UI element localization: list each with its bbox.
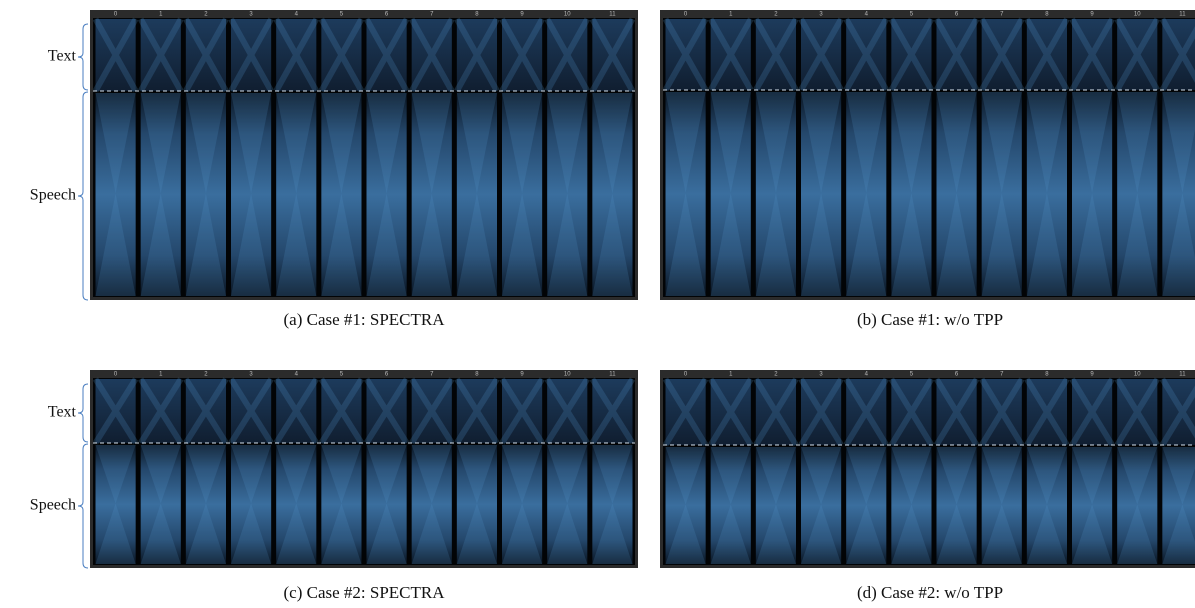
head-label: 11 xyxy=(1179,12,1186,18)
brace xyxy=(78,92,88,300)
panel-caption: (b) Case #1: w/o TPP xyxy=(857,310,1003,329)
figure: 01234567891011(a) Case #1: SPECTRATextSp… xyxy=(0,0,1195,608)
row-label: Text xyxy=(48,48,77,65)
brace xyxy=(78,444,88,568)
panel-caption: (a) Case #1: SPECTRA xyxy=(283,310,445,329)
head-label: 10 xyxy=(564,372,571,378)
head-label: 11 xyxy=(1179,372,1186,378)
head-label: 11 xyxy=(609,372,616,378)
row-label: Speech xyxy=(30,497,76,514)
head-label: 10 xyxy=(1134,372,1141,378)
attention-panel: 01234567891011 xyxy=(660,370,1195,568)
brace xyxy=(78,24,88,90)
panel-caption: (d) Case #2: w/o TPP xyxy=(857,583,1003,602)
row-label: Speech xyxy=(30,187,76,204)
head-label: 11 xyxy=(609,12,616,18)
attention-panel: 01234567891011 xyxy=(90,370,638,568)
attention-panel: 01234567891011 xyxy=(660,10,1195,300)
row-label: Text xyxy=(48,404,77,421)
head-label: 10 xyxy=(1134,12,1141,18)
brace xyxy=(78,384,88,442)
panel-caption: (c) Case #2: SPECTRA xyxy=(283,583,445,602)
head-label: 10 xyxy=(564,12,571,18)
